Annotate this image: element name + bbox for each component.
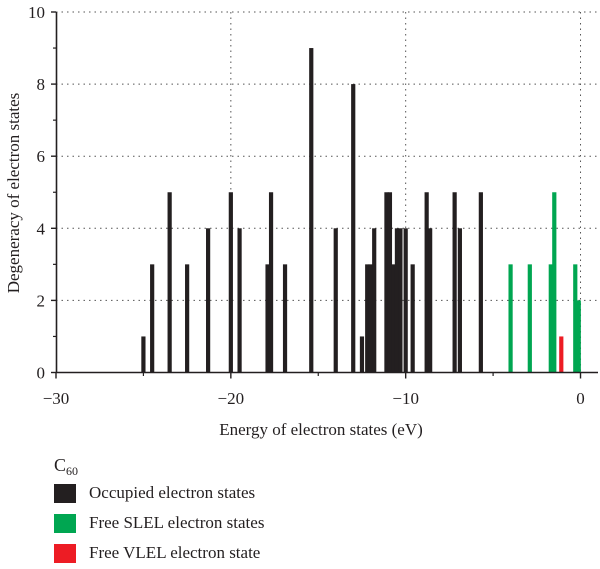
legend-item-free-slel: Free SLEL electron states bbox=[54, 508, 474, 538]
bar bbox=[268, 192, 274, 373]
bar bbox=[394, 228, 400, 373]
y-tick-label: 6 bbox=[37, 147, 46, 166]
legend-title-main: C bbox=[54, 455, 67, 475]
bar bbox=[428, 228, 433, 373]
bar bbox=[368, 264, 373, 373]
bar bbox=[387, 192, 393, 373]
x-tick-label: 0 bbox=[576, 389, 585, 408]
y-tick-label: 2 bbox=[37, 291, 46, 310]
legend-item-free-vlel: Free VLEL electron state bbox=[54, 538, 474, 568]
x-axis-title: Energy of electron states (eV) bbox=[219, 420, 423, 439]
y-tick-label: 10 bbox=[28, 3, 45, 22]
legend-item-occupied: Occupied electron states bbox=[54, 478, 474, 508]
bar bbox=[265, 264, 270, 373]
bar bbox=[452, 192, 457, 373]
bar bbox=[282, 264, 288, 373]
legend-swatch-occupied bbox=[54, 483, 76, 503]
y-axis-title: Degeneracy of electron states bbox=[4, 93, 23, 294]
bar bbox=[351, 84, 356, 373]
legend-title: C60 bbox=[54, 452, 474, 478]
bar bbox=[365, 264, 370, 373]
bar bbox=[206, 228, 211, 373]
bar bbox=[398, 228, 403, 373]
x-tick-label: −30 bbox=[43, 389, 70, 408]
bar bbox=[548, 264, 553, 373]
bar bbox=[403, 228, 408, 373]
legend-swatch-free-slel bbox=[54, 513, 76, 533]
x-tick-label: −20 bbox=[218, 389, 245, 408]
y-tick-label: 0 bbox=[37, 364, 46, 383]
bar bbox=[167, 192, 172, 373]
bar bbox=[228, 192, 233, 373]
bar bbox=[508, 264, 513, 373]
axes bbox=[55, 12, 598, 374]
x-tick-label: −10 bbox=[392, 389, 419, 408]
bar bbox=[384, 192, 389, 373]
legend-label-free-slel: Free SLEL electron states bbox=[89, 513, 265, 532]
bars bbox=[141, 48, 581, 373]
legend-title-subscript: 60 bbox=[66, 464, 79, 478]
legend-label-free-vlel: Free VLEL electron state bbox=[89, 543, 261, 562]
legend-label-occupied: Occupied electron states bbox=[89, 483, 256, 502]
legend: C60 Occupied electron states Free SLEL e… bbox=[54, 452, 474, 568]
bar bbox=[573, 264, 578, 373]
bar bbox=[359, 336, 365, 373]
bar bbox=[559, 336, 564, 373]
bar bbox=[141, 336, 146, 373]
bar bbox=[424, 192, 429, 373]
y-tick-label: 4 bbox=[37, 219, 46, 238]
bar bbox=[527, 264, 532, 373]
bar bbox=[410, 264, 415, 373]
tick-marks bbox=[51, 11, 582, 379]
bar bbox=[309, 48, 314, 373]
bar bbox=[457, 228, 462, 373]
grid-lines bbox=[56, 11, 598, 373]
y-tick-label: 8 bbox=[37, 75, 46, 94]
bar bbox=[391, 264, 396, 373]
bar bbox=[576, 300, 581, 373]
bar bbox=[237, 228, 242, 373]
bar bbox=[552, 192, 557, 373]
bar bbox=[372, 228, 377, 373]
tick-labels: −30 −20 −10 0 0 2 4 6 8 10 bbox=[28, 3, 585, 408]
bar bbox=[150, 264, 155, 373]
bar bbox=[185, 264, 190, 373]
bar bbox=[478, 192, 483, 373]
legend-swatch-free-vlel bbox=[54, 543, 76, 563]
bar bbox=[333, 228, 338, 373]
